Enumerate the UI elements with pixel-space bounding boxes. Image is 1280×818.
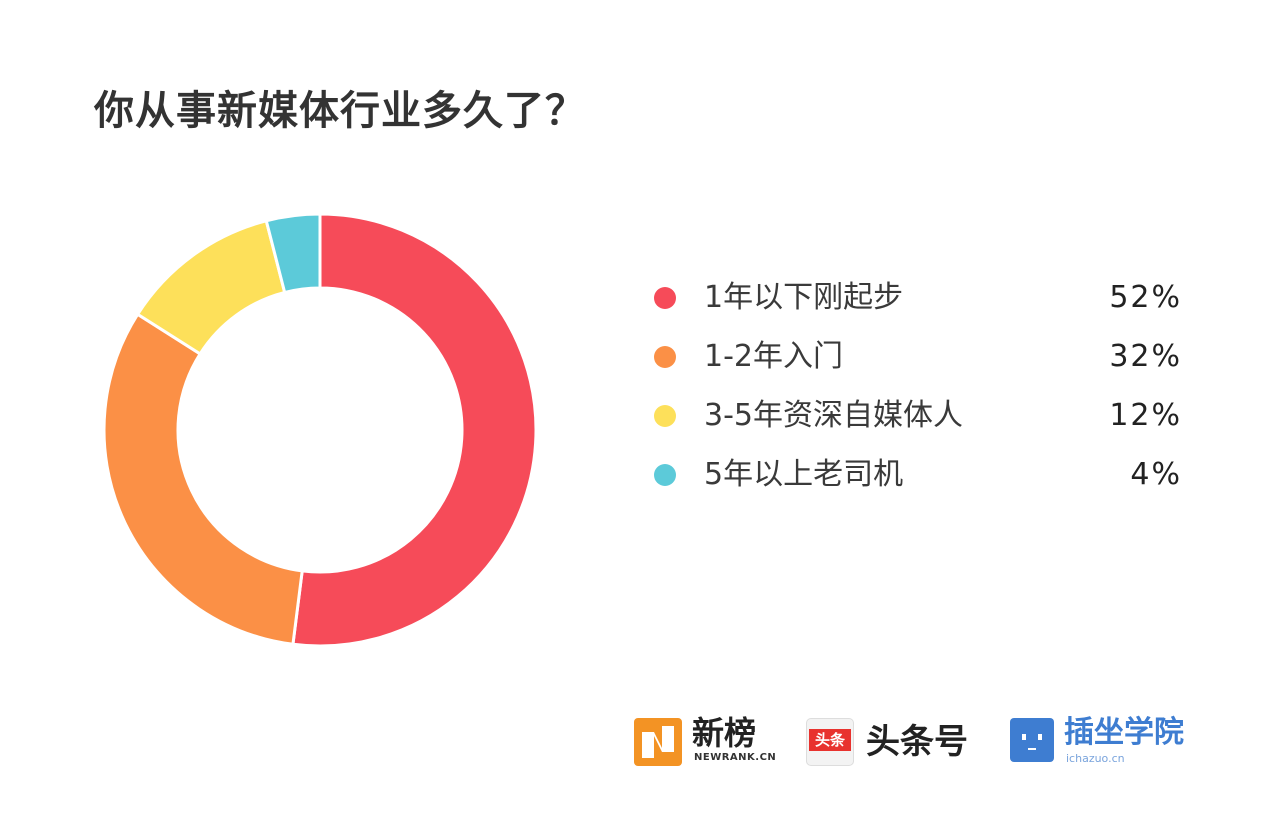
donut-slice-2 [102, 312, 304, 646]
toutiao-logo: 头条 头条号 [806, 714, 986, 770]
toutiao-icon: 头条 [806, 718, 854, 766]
legend-label: 1年以下刚起步 [704, 280, 904, 315]
toutiao-badge: 头条 [809, 729, 851, 751]
legend-label: 5年以上老司机 [704, 457, 904, 492]
donut-slice-4 [264, 212, 322, 295]
legend-item: 5年以上老司机 4% [650, 449, 1190, 508]
legend-dot-icon [654, 346, 676, 368]
newrank-icon [634, 718, 682, 766]
legend-label: 1-2年入门 [704, 339, 843, 374]
chazuo-domain: ichazuo.cn [1066, 752, 1125, 765]
newrank-domain: NEWRANK.CN [694, 752, 777, 763]
chazuo-icon [1010, 718, 1054, 762]
toutiao-name: 头条号 [866, 722, 968, 762]
legend-value: 12% [1109, 398, 1182, 433]
legend-item: 1年以下刚起步 52% [650, 272, 1190, 331]
legend-label: 3-5年资深自媒体人 [704, 398, 963, 433]
legend-value: 32% [1109, 339, 1182, 374]
newrank-name: 新榜 [692, 714, 757, 752]
chazuo-logo: 插坐学院 ichazuo.cn [1010, 714, 1190, 770]
legend-value: 4% [1130, 457, 1182, 492]
legend-value: 52% [1109, 280, 1182, 315]
legend: 1年以下刚起步 52% 1-2年入门 32% 3-5年资深自媒体人 12% 5年以上老司机 4… [650, 272, 1190, 508]
legend-item: 3-5年资深自媒体人 12% [650, 390, 1190, 449]
donut-chart [102, 212, 538, 648]
chazuo-name: 插坐学院 [1064, 715, 1184, 750]
chart-title: 你从事新媒体行业多久了？ [94, 88, 586, 134]
donut-slice-1 [291, 212, 538, 648]
legend-dot-icon [654, 287, 676, 309]
newrank-logo: 新榜 NEWRANK.CN [634, 714, 777, 770]
legend-item: 1-2年入门 32% [650, 331, 1190, 390]
legend-dot-icon [654, 405, 676, 427]
legend-dot-icon [654, 464, 676, 486]
